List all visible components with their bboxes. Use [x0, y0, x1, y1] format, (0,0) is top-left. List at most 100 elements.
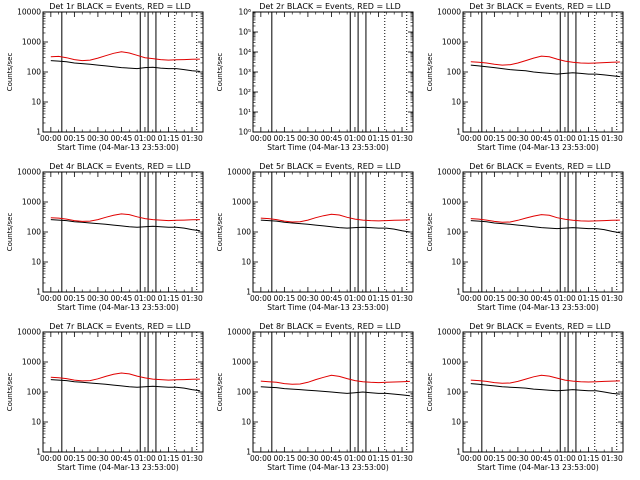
x-axis-label: Start Time (04-Mar-13 23:53:00) — [477, 463, 599, 472]
x-tick-label: 01:00 — [554, 134, 576, 143]
y-axis-label: Counts/sec — [426, 213, 434, 252]
y-tick-label: 1000 — [22, 38, 41, 47]
x-tick-label: 01:30 — [181, 294, 203, 303]
panel-title: Det 1r BLACK = Events, RED = LLD — [49, 2, 191, 11]
x-tick-label: 00:45 — [531, 294, 553, 303]
x-tick-label: 00:45 — [111, 454, 133, 463]
x-tick-label: 00:30 — [507, 454, 529, 463]
y-tick-label: 10 — [31, 418, 41, 427]
x-tick-label: 00:00 — [40, 454, 62, 463]
x-tick-label: 00:15 — [64, 134, 86, 143]
series-line-lld — [260, 374, 410, 385]
x-tick-label: 00:15 — [484, 454, 506, 463]
y-tick-label: 10 — [241, 418, 251, 427]
y-tick-label: 10000 — [17, 168, 41, 177]
panel-det-8: Det 8r BLACK = Events, RED = LLD 1 10 100 10… — [216, 322, 414, 472]
y-tick-label: 100 — [237, 228, 252, 237]
x-tick-label: 00:45 — [531, 134, 553, 143]
plot-frame — [462, 171, 624, 293]
series-line-lld — [470, 55, 620, 66]
x-tick-label: 01:30 — [181, 134, 203, 143]
x-tick-label: 00:30 — [297, 134, 319, 143]
y-tick-label: 10³ — [238, 68, 251, 77]
panel-det-7: Det 7r BLACK = Events, RED = LLD 1 10 100 10… — [6, 322, 204, 472]
y-tick-label: 1000 — [442, 358, 461, 367]
x-tick-label: 01:15 — [578, 134, 600, 143]
x-tick-label: 01:15 — [368, 134, 390, 143]
y-axis-label: Counts/sec — [6, 213, 14, 252]
series-line-events — [260, 219, 410, 233]
x-tick-label: 00:00 — [250, 134, 272, 143]
y-tick-label: 1000 — [22, 198, 41, 207]
x-tick-label: 00:30 — [87, 454, 109, 463]
x-tick-label: 00:30 — [87, 294, 109, 303]
x-tick-label: 00:30 — [507, 294, 529, 303]
x-tick-label: 00:15 — [64, 294, 86, 303]
panel-title: Det 5r BLACK = Events, RED = LLD — [259, 162, 401, 171]
y-tick-label: 10000 — [437, 328, 461, 337]
y-tick-label: 10 — [241, 258, 251, 267]
x-tick-label: 01:30 — [391, 294, 413, 303]
y-tick-label: 1 — [456, 448, 461, 457]
x-axis-label: Start Time (04-Mar-13 23:53:00) — [57, 143, 179, 152]
x-tick-label: 00:15 — [64, 454, 86, 463]
x-tick-label: 00:15 — [274, 294, 296, 303]
x-tick-label: 01:30 — [391, 454, 413, 463]
x-tick-label: 01:00 — [344, 294, 366, 303]
y-tick-label: 100 — [447, 228, 462, 237]
panel-title: Det 4r BLACK = Events, RED = LLD — [49, 162, 191, 171]
x-tick-label: 00:45 — [321, 294, 343, 303]
y-tick-label: 100 — [447, 68, 462, 77]
x-tick-label: 00:00 — [460, 454, 482, 463]
y-tick-label: 10 — [451, 258, 461, 267]
panel-title: Det 7r BLACK = Events, RED = LLD — [49, 322, 191, 331]
series-line-events — [50, 219, 200, 232]
y-tick-label: 10000 — [17, 328, 41, 337]
x-tick-label: 00:00 — [250, 454, 272, 463]
x-tick-label: 00:30 — [507, 134, 529, 143]
panel-det-4: Det 4r BLACK = Events, RED = LLD 1 10 100 10… — [6, 162, 204, 312]
x-tick-label: 01:15 — [158, 294, 180, 303]
x-tick-label: 00:30 — [297, 294, 319, 303]
y-axis-label: Counts/sec — [6, 373, 14, 412]
y-tick-label: 10000 — [227, 328, 251, 337]
x-tick-label: 01:00 — [344, 134, 366, 143]
panel-det-9: Det 9r BLACK = Events, RED = LLD 1 10 100 10… — [426, 322, 624, 472]
series-line-lld — [470, 214, 620, 223]
x-tick-label: 00:15 — [484, 134, 506, 143]
panel-title: Det 2r BLACK = Events, RED = LLD — [259, 2, 401, 11]
x-tick-label: 01:30 — [601, 454, 623, 463]
panel-det-1: Det 1r BLACK = Events, RED = LLD 1 10 100 10… — [6, 2, 204, 152]
panel-det-3: Det 3r BLACK = Events, RED = LLD 1 10 100 10… — [426, 2, 624, 152]
panel-title: Det 8r BLACK = Events, RED = LLD — [259, 322, 401, 331]
y-tick-label: 10⁶ — [238, 8, 251, 17]
plot-frame — [42, 331, 204, 453]
panel-det-5: Det 5r BLACK = Events, RED = LLD 1 10 100 10… — [216, 162, 414, 312]
x-tick-label: 00:00 — [40, 134, 62, 143]
x-tick-label: 01:00 — [344, 454, 366, 463]
x-tick-label: 01:15 — [368, 294, 390, 303]
x-tick-label: 01:00 — [134, 454, 156, 463]
x-tick-label: 00:45 — [531, 454, 553, 463]
panel-title: Det 9r BLACK = Events, RED = LLD — [469, 322, 611, 331]
x-tick-label: 00:45 — [321, 134, 343, 143]
y-axis-label: Counts/sec — [216, 213, 224, 252]
panel-title: Det 3r BLACK = Events, RED = LLD — [469, 2, 611, 11]
y-tick-label: 1000 — [442, 198, 461, 207]
series-line-events — [50, 60, 200, 72]
x-tick-label: 00:45 — [111, 134, 133, 143]
y-tick-label: 1 — [456, 288, 461, 297]
y-axis-label: Counts/sec — [216, 373, 224, 412]
x-axis-label: Start Time (04-Mar-13 23:53:00) — [267, 463, 389, 472]
y-tick-label: 1 — [246, 448, 251, 457]
y-tick-label: 100 — [27, 228, 42, 237]
y-axis-label: Counts/sec — [216, 53, 224, 92]
y-tick-label: 10⁰ — [238, 128, 251, 137]
series-line-lld — [50, 213, 200, 222]
y-tick-label: 100 — [27, 68, 42, 77]
y-tick-label: 1000 — [22, 358, 41, 367]
x-tick-label: 00:15 — [274, 454, 296, 463]
y-tick-label: 10000 — [227, 168, 251, 177]
y-tick-label: 1 — [36, 128, 41, 137]
